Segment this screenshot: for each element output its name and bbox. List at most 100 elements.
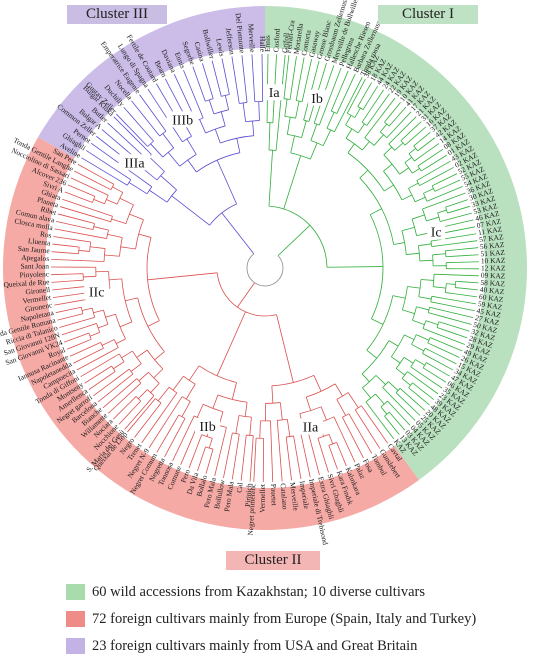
branch-line bbox=[150, 382, 160, 393]
branch-arc bbox=[444, 283, 447, 293]
branch-line bbox=[115, 169, 131, 181]
branch-line bbox=[188, 444, 199, 469]
branch-line bbox=[278, 437, 283, 482]
branch-line bbox=[333, 416, 341, 430]
branch-line bbox=[52, 243, 71, 247]
branch-line bbox=[406, 252, 420, 255]
branch-line bbox=[419, 259, 433, 262]
branch-line bbox=[408, 148, 416, 155]
branch-line bbox=[220, 111, 226, 127]
branch-line bbox=[417, 160, 427, 167]
branch-arc bbox=[265, 402, 281, 404]
branch-line bbox=[375, 393, 385, 405]
tip-label: 11 KAZ bbox=[477, 224, 503, 237]
branch-line bbox=[326, 67, 342, 107]
branch-line bbox=[72, 306, 82, 310]
branch-line bbox=[393, 111, 412, 131]
branch-line bbox=[156, 83, 173, 110]
branch-line bbox=[435, 353, 457, 365]
branch-line bbox=[416, 306, 430, 311]
branch-line bbox=[148, 156, 165, 172]
branch-line bbox=[86, 323, 97, 328]
branch-line bbox=[365, 401, 375, 413]
tip-label: Lluenta bbox=[28, 236, 52, 248]
cluster-i-sector bbox=[265, 6, 527, 480]
branch-line bbox=[74, 313, 83, 317]
tip-label: Merveille bbox=[288, 482, 301, 512]
branch-line bbox=[317, 438, 322, 449]
branch-line bbox=[440, 173, 458, 183]
branch-arc bbox=[146, 186, 153, 195]
branch-line bbox=[69, 252, 79, 255]
branch-line bbox=[413, 141, 420, 147]
branch-line bbox=[364, 126, 374, 138]
branch-line bbox=[107, 392, 131, 414]
branch-line bbox=[414, 196, 426, 203]
branch-line bbox=[373, 97, 396, 127]
branch-line bbox=[426, 148, 444, 161]
branch-line bbox=[223, 447, 230, 479]
branch-line bbox=[83, 275, 97, 278]
branch-line bbox=[125, 378, 138, 389]
branch-arc bbox=[417, 245, 421, 261]
branch-line bbox=[143, 129, 154, 142]
dendrogram-figure: Ennis CosfordGrifollFerrari-CraMortarella… bbox=[0, 0, 527, 545]
branch-arc bbox=[283, 98, 291, 100]
branch-line bbox=[53, 294, 75, 298]
branch-line bbox=[208, 99, 215, 115]
branch-line bbox=[242, 102, 247, 122]
branch-line bbox=[407, 371, 417, 379]
branch-line bbox=[113, 116, 140, 143]
tip-label: Queixal de Rue bbox=[3, 277, 50, 289]
branch-line bbox=[295, 450, 302, 480]
branch-line bbox=[359, 169, 369, 179]
legend-text-cluster-ii: 72 foreign cultivars mainly from Europe … bbox=[92, 611, 477, 627]
tip-label: Cosford bbox=[271, 28, 281, 53]
branch-line bbox=[79, 240, 91, 243]
branch-line bbox=[352, 78, 366, 104]
branch-line bbox=[252, 120, 255, 136]
branch-line bbox=[153, 368, 164, 379]
branch-arc bbox=[100, 342, 104, 349]
branch-line bbox=[154, 351, 165, 361]
branch-line bbox=[331, 453, 338, 470]
branch-line bbox=[162, 133, 175, 149]
subcluster-label-bg bbox=[297, 418, 323, 435]
branch-line bbox=[149, 124, 160, 137]
branch-line bbox=[363, 422, 381, 449]
branch-line bbox=[391, 396, 416, 421]
branch-line bbox=[362, 101, 369, 110]
branch-line bbox=[192, 66, 202, 90]
branch-line bbox=[334, 383, 343, 397]
branch-line bbox=[419, 388, 435, 400]
branch-line bbox=[432, 358, 454, 371]
branch-arc bbox=[217, 394, 248, 403]
branch-line bbox=[64, 335, 81, 343]
branch-line bbox=[51, 273, 73, 276]
branch-line bbox=[418, 243, 432, 247]
branch-line bbox=[455, 280, 464, 283]
branch-line bbox=[109, 278, 122, 281]
branch-line bbox=[199, 119, 206, 134]
branch-line bbox=[222, 427, 227, 442]
branch-line bbox=[342, 417, 350, 432]
branch-line bbox=[150, 143, 164, 158]
branch-line bbox=[370, 208, 382, 215]
branch-line bbox=[393, 407, 411, 426]
tip-label: Pirinich bbox=[243, 483, 254, 507]
branch-line bbox=[291, 56, 297, 86]
branch-line bbox=[75, 299, 86, 302]
branch-line bbox=[456, 247, 479, 251]
branch-line bbox=[112, 186, 123, 193]
branch-line bbox=[205, 457, 212, 474]
branch-line bbox=[462, 287, 478, 291]
branch-line bbox=[217, 84, 222, 97]
branch-line bbox=[81, 157, 113, 177]
tip-label: 57 KAZ bbox=[479, 232, 505, 244]
branch-line bbox=[101, 177, 115, 185]
branch-line bbox=[119, 321, 133, 328]
branch-line bbox=[270, 420, 272, 439]
branch-arc bbox=[88, 332, 92, 340]
tip-label: 59 KAZ bbox=[477, 299, 503, 312]
branch-line bbox=[388, 119, 396, 127]
